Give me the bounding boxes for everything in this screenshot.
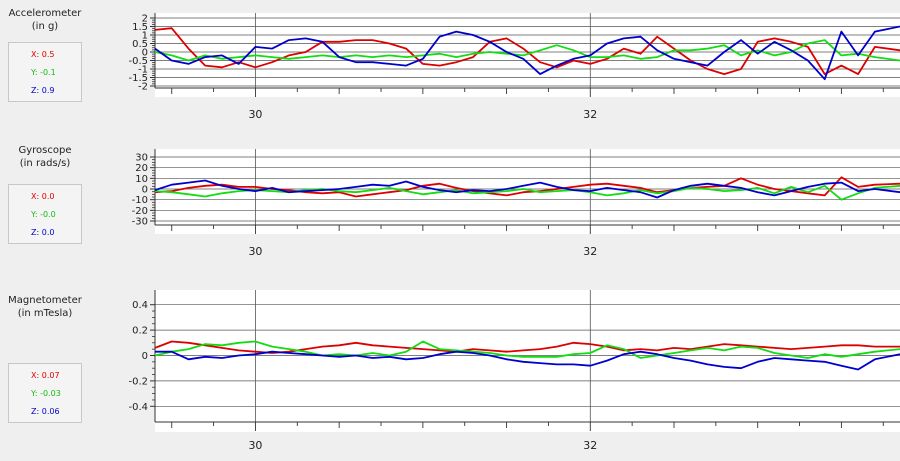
magnetometer-panel: Magnetometer (in mTesla) X: 0.07 Y: -0.0… bbox=[0, 286, 900, 461]
y-tick-label: 1 bbox=[142, 31, 148, 42]
gyroscope-panel: Gyroscope (in rads/s) X: 0.0 Y: -0.0 Z: … bbox=[0, 140, 900, 265]
chart-title: Magnetometer bbox=[8, 295, 82, 306]
readout-y: Y: -0.0 bbox=[31, 210, 56, 219]
readout-z: Z: 0.06 bbox=[31, 407, 60, 416]
y-tick-label: 30 bbox=[135, 153, 148, 164]
readout-z: Z: 0.0 bbox=[31, 228, 55, 237]
z-series-line bbox=[154, 179, 900, 199]
y-tick-label: 1.5 bbox=[132, 22, 148, 33]
chart-unit: (in g) bbox=[31, 21, 59, 32]
magnetometer-chart: 0.4 0.2 0 -0.2 -0.4 30 32 bbox=[128, 290, 900, 452]
readout-x: X: 0.07 bbox=[31, 371, 60, 380]
readout-y: Y: -0.03 bbox=[31, 389, 61, 398]
magnetometer-title: Magnetometer (in mTesla) bbox=[0, 294, 90, 320]
y-series-line bbox=[154, 39, 900, 62]
y-tick-label: -1.5 bbox=[128, 73, 148, 84]
readout-y: Y: -0.1 bbox=[31, 68, 56, 77]
y-tick-label: -0.2 bbox=[128, 376, 148, 387]
chart-title: Accelerometer bbox=[8, 8, 82, 19]
y-tick-label: -30 bbox=[132, 217, 148, 228]
accelerometer-title: Accelerometer (in g) bbox=[0, 7, 90, 33]
chart-title: Gyroscope bbox=[18, 145, 72, 156]
gyroscope-title: Gyroscope (in rads/s) bbox=[0, 144, 90, 170]
accelerometer-chart: 21.510.50-0.5-1-1.5-2 30 32 bbox=[128, 13, 900, 121]
x-axis-ruler bbox=[155, 422, 900, 432]
y-tick-label: 0 bbox=[142, 185, 148, 196]
accelerometer-readout: X: 0.5 Y: -0.1 Z: 0.9 bbox=[8, 42, 82, 102]
y-tick-label: 0.4 bbox=[132, 300, 148, 311]
x-axis-ruler bbox=[155, 225, 900, 234]
y-series-line bbox=[154, 184, 900, 201]
z-series-line bbox=[155, 350, 900, 371]
y-tick-label: -20 bbox=[132, 206, 148, 217]
z-series-line bbox=[154, 25, 900, 81]
chart-unit: (in rads/s) bbox=[19, 158, 71, 169]
y-tick-label: 0 bbox=[142, 48, 148, 59]
plot-area bbox=[155, 13, 900, 88]
y-series-line bbox=[154, 340, 900, 359]
x-axis-ruler bbox=[155, 88, 900, 97]
accelerometer-panel: Accelerometer (in g) X: 0.5 Y: -0.1 Z: 0… bbox=[0, 0, 900, 125]
x-tick-label: 32 bbox=[583, 108, 597, 121]
y-tick-label: 10 bbox=[135, 174, 148, 185]
y-tick-label: -10 bbox=[132, 195, 148, 206]
x-tick-label: 32 bbox=[583, 245, 597, 258]
x-series-line bbox=[154, 27, 900, 75]
y-tick-label: -2 bbox=[138, 82, 148, 93]
x-tick-label: 30 bbox=[248, 439, 262, 452]
y-tick-label: -0.5 bbox=[128, 56, 148, 67]
magnetometer-readout: X: 0.07 Y: -0.03 Z: 0.06 bbox=[8, 363, 82, 423]
plot-area bbox=[155, 149, 900, 225]
y-tick-label: -0.4 bbox=[128, 402, 148, 413]
y-tick-label: 0 bbox=[142, 351, 148, 362]
y-tick-label: 0.5 bbox=[132, 39, 148, 50]
readout-x: X: 0.5 bbox=[31, 50, 55, 59]
readout-x: X: 0.0 bbox=[31, 192, 55, 201]
x-tick-label: 30 bbox=[248, 245, 262, 258]
y-tick-label: 2 bbox=[142, 14, 148, 25]
y-tick-label: -1 bbox=[138, 65, 148, 76]
y-tick-label: 0.2 bbox=[132, 326, 148, 337]
chart-unit: (in mTesla) bbox=[17, 308, 73, 319]
x-tick-label: 30 bbox=[248, 108, 262, 121]
readout-z: Z: 0.9 bbox=[31, 86, 55, 95]
x-tick-label: 32 bbox=[583, 439, 597, 452]
gyroscope-readout: X: 0.0 Y: -0.0 Z: 0.0 bbox=[8, 184, 82, 244]
y-tick-label: 20 bbox=[135, 163, 148, 174]
